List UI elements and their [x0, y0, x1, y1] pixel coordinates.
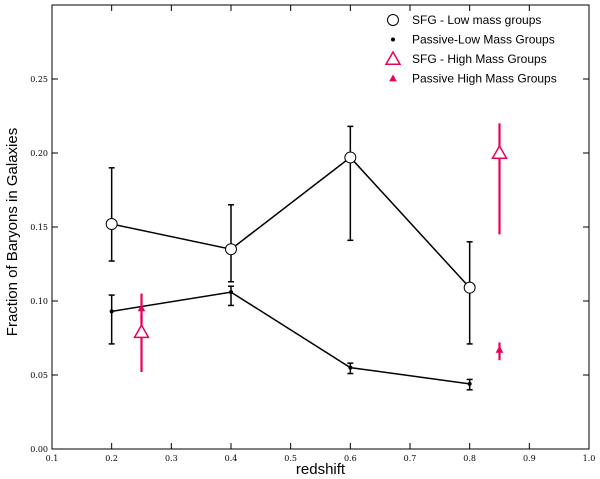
data-point	[463, 281, 476, 294]
legend-marker	[391, 37, 395, 42]
legend-marker	[387, 14, 399, 26]
y-axis-title: Fraction of Baryons in Galaxies	[4, 128, 21, 336]
data-point	[105, 218, 118, 231]
data-point	[344, 151, 357, 164]
data-point	[229, 290, 233, 295]
legend-item: Passive-Low Mass Groups	[391, 33, 555, 47]
data-point	[491, 144, 508, 159]
data-point	[225, 243, 237, 256]
data-point	[348, 365, 353, 370]
legend-label: SFG - Low mass groups	[412, 13, 541, 27]
series-2	[133, 123, 508, 373]
series-line	[111, 291, 470, 385]
x-tick-label: 0.8	[463, 454, 476, 463]
y-tick-label: 0.20	[30, 149, 48, 158]
y-tick-label: 0.25	[30, 75, 48, 84]
legend-item: SFG - High Mass Groups	[384, 50, 547, 66]
legend-item: Passive High Mass Groups	[389, 72, 557, 86]
data-point	[109, 309, 114, 314]
legend-label: Passive High Mass Groups	[412, 72, 557, 86]
series-3	[137, 293, 504, 361]
x-tick-label: 0.7	[404, 454, 417, 463]
legend-item: SFG - Low mass groups	[387, 13, 541, 27]
data-point	[495, 345, 504, 353]
data-point	[137, 304, 146, 312]
series-0	[105, 125, 476, 345]
x-tick-label: 0.9	[523, 454, 536, 463]
legend-marker	[384, 50, 402, 65]
legend-label: Passive-Low Mass Groups	[412, 33, 555, 47]
x-tick-label: 0.1	[46, 454, 59, 463]
data-series	[105, 123, 508, 391]
x-tick-label: 0.5	[284, 454, 297, 463]
x-tick-label: 0.6	[344, 454, 357, 463]
legend: SFG - Low mass groups Passive-Low Mass Gr…	[384, 13, 557, 86]
data-point	[133, 323, 150, 339]
legend-marker	[389, 74, 397, 82]
legend-label: SFG - High Mass Groups	[412, 52, 547, 66]
series-1	[108, 285, 473, 391]
y-tick-label: 0.10	[30, 297, 48, 306]
x-tick-label: 0.3	[165, 454, 178, 463]
series-line	[111, 156, 471, 289]
axis-ticks	[51, 5, 590, 450]
x-tick-label: 0.4	[225, 454, 238, 463]
data-point	[467, 381, 472, 386]
y-tick-label: 0.00	[30, 445, 48, 454]
x-axis-title: redshift	[296, 461, 346, 478]
x-tick-label: 0.2	[105, 454, 118, 463]
y-tick-label: 0.05	[30, 371, 48, 380]
axis-tick-labels: 0.1 0.2 0.3 0.4 0.5 0.6 0.7 0.8 0.9 1.0 0.00 0.05 0.…	[30, 75, 595, 463]
x-tick-label: 1.0	[583, 454, 596, 463]
y-tick-label: 0.15	[30, 223, 48, 232]
